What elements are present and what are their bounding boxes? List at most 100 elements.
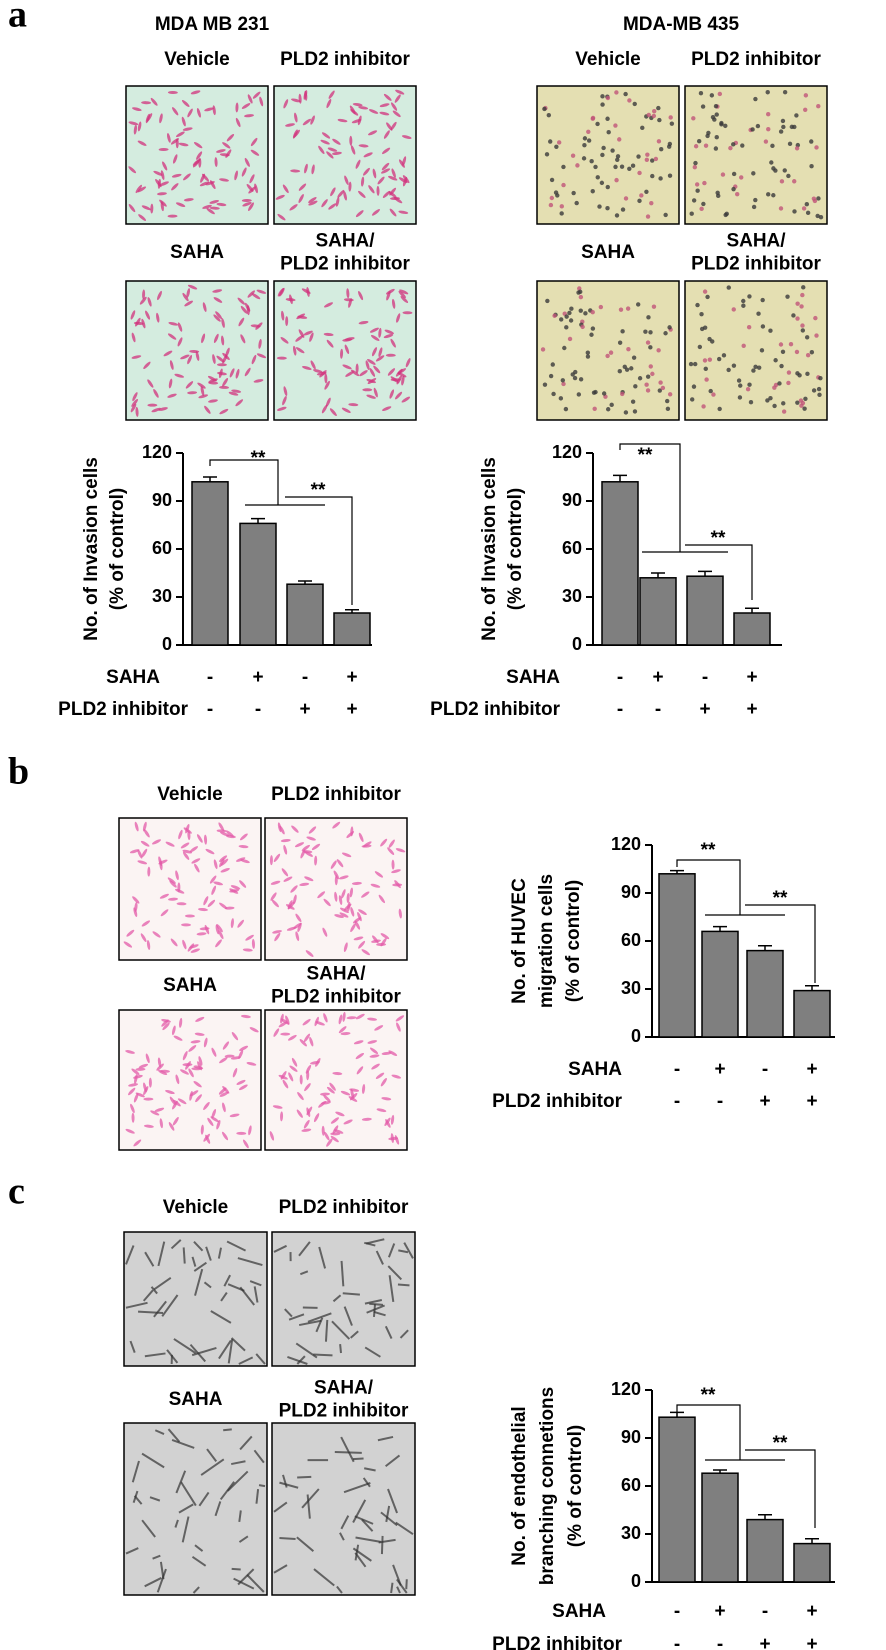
texture [168, 897, 178, 901]
texture [397, 1283, 410, 1287]
texture [297, 1475, 312, 1479]
texture [237, 297, 246, 305]
texture [699, 206, 704, 212]
texture [667, 173, 673, 178]
texture [299, 1039, 308, 1047]
texture [368, 185, 375, 194]
texture [173, 1338, 197, 1354]
texture [564, 314, 569, 319]
texture [568, 318, 574, 323]
texture [184, 914, 195, 918]
texture [193, 1261, 207, 1272]
texture [381, 147, 391, 155]
texture [170, 1239, 182, 1250]
texture [689, 211, 694, 216]
texture [691, 198, 697, 203]
condition-mark: + [806, 1601, 817, 1622]
texture [751, 368, 756, 373]
texture [321, 404, 328, 414]
texture [149, 1496, 161, 1502]
texture [156, 312, 160, 323]
texture [279, 287, 285, 297]
texture [247, 94, 253, 104]
texture [280, 1111, 284, 1122]
texture [133, 907, 138, 918]
texture [320, 139, 330, 145]
texture [391, 1074, 402, 1079]
texture [203, 1101, 210, 1111]
texture [376, 185, 380, 196]
texture [241, 167, 247, 177]
texture [137, 1310, 164, 1315]
texture [741, 298, 746, 304]
texture [219, 831, 230, 837]
texture [172, 1099, 181, 1107]
texture [244, 157, 250, 167]
texture [390, 378, 401, 382]
texture [379, 103, 390, 108]
texture [195, 351, 200, 361]
texture [187, 391, 198, 395]
texture [161, 1294, 179, 1317]
texture [731, 142, 736, 147]
texture [552, 313, 557, 318]
texture [208, 399, 218, 403]
texture [788, 342, 794, 347]
texture [131, 1460, 140, 1483]
texture [559, 211, 564, 216]
texture [658, 380, 663, 385]
texture [156, 192, 167, 196]
texture [399, 1329, 409, 1339]
texture [333, 870, 340, 880]
texture [125, 1301, 148, 1309]
texture [296, 1109, 303, 1118]
texture [597, 204, 602, 209]
texture [182, 1247, 186, 1264]
texture [384, 329, 394, 335]
texture [753, 197, 758, 203]
texture [255, 1488, 260, 1504]
texture [388, 191, 397, 198]
texture [216, 924, 223, 933]
texture [203, 1281, 212, 1289]
texture [170, 938, 178, 947]
texture [341, 889, 346, 899]
texture [663, 331, 668, 336]
texture [542, 382, 548, 387]
texture [216, 355, 225, 363]
texture [128, 203, 136, 213]
texture [317, 891, 326, 899]
texture [250, 149, 260, 156]
texture [542, 106, 547, 112]
texture [390, 102, 398, 111]
texture [358, 290, 364, 301]
texture [174, 373, 185, 378]
texture [169, 360, 174, 370]
texture [296, 1355, 306, 1365]
texture [340, 1032, 351, 1036]
texture [372, 935, 379, 944]
texture [130, 310, 136, 320]
texture [306, 1070, 310, 1081]
texture [282, 1474, 288, 1488]
texture [209, 199, 220, 204]
texture [285, 123, 295, 127]
texture [398, 908, 402, 919]
texture [226, 1470, 249, 1492]
texture [183, 198, 194, 202]
texture [238, 1535, 249, 1543]
texture [369, 1302, 384, 1306]
texture [318, 1100, 327, 1108]
texture [693, 160, 698, 166]
texture [131, 1112, 135, 1123]
texture [141, 1519, 156, 1538]
texture [137, 121, 142, 132]
texture [398, 210, 409, 215]
texture [582, 142, 587, 148]
texture [772, 403, 777, 409]
texture [569, 306, 574, 311]
texture [143, 361, 151, 370]
texture [646, 315, 651, 320]
texture [637, 198, 642, 204]
texture [332, 138, 341, 145]
